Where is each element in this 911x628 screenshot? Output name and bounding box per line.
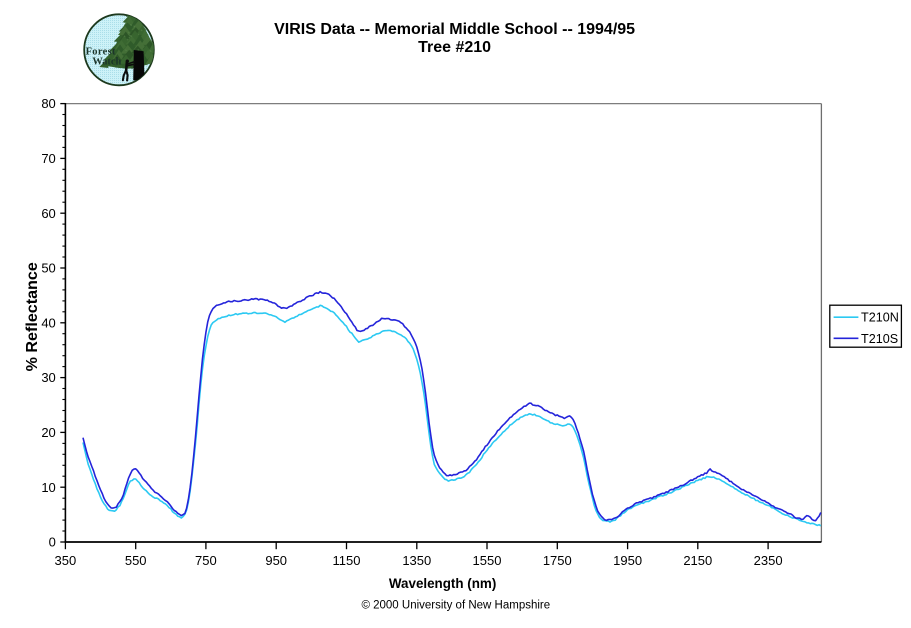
svg-text:1550: 1550 [473, 553, 502, 568]
svg-text:2350: 2350 [754, 553, 783, 568]
svg-text:T210N: T210N [861, 311, 899, 325]
svg-text:750: 750 [195, 553, 217, 568]
svg-text:Wavelength (nm): Wavelength (nm) [389, 576, 496, 591]
svg-text:1750: 1750 [543, 553, 572, 568]
svg-text:0: 0 [49, 535, 56, 550]
svg-text:950: 950 [265, 553, 287, 568]
svg-text:VIRIS Data -- Memorial Middle: VIRIS Data -- Memorial Middle School -- … [274, 21, 635, 38]
svg-text:Tree #210: Tree #210 [418, 39, 491, 56]
svg-text:20: 20 [41, 425, 55, 440]
svg-text:1950: 1950 [613, 553, 642, 568]
svg-text:40: 40 [41, 315, 55, 330]
svg-text:60: 60 [41, 206, 55, 221]
svg-text:Forest: Forest [86, 46, 116, 57]
svg-text:50: 50 [41, 261, 55, 276]
svg-text:30: 30 [41, 370, 55, 385]
svg-text:350: 350 [55, 553, 77, 568]
svg-text:1350: 1350 [402, 553, 431, 568]
svg-text:10: 10 [41, 480, 55, 495]
svg-text:2150: 2150 [683, 553, 712, 568]
svg-text:70: 70 [41, 151, 55, 166]
svg-text:© 2000 University of New Hamps: © 2000 University of New Hampshire [361, 600, 550, 612]
svg-text:80: 80 [41, 96, 55, 111]
svg-text:% Reflectance: % Reflectance [23, 262, 41, 371]
svg-text:1150: 1150 [333, 553, 361, 568]
svg-text:550: 550 [125, 553, 147, 568]
svg-text:T210S: T210S [861, 332, 898, 346]
svg-text:Watch: Watch [92, 56, 121, 67]
